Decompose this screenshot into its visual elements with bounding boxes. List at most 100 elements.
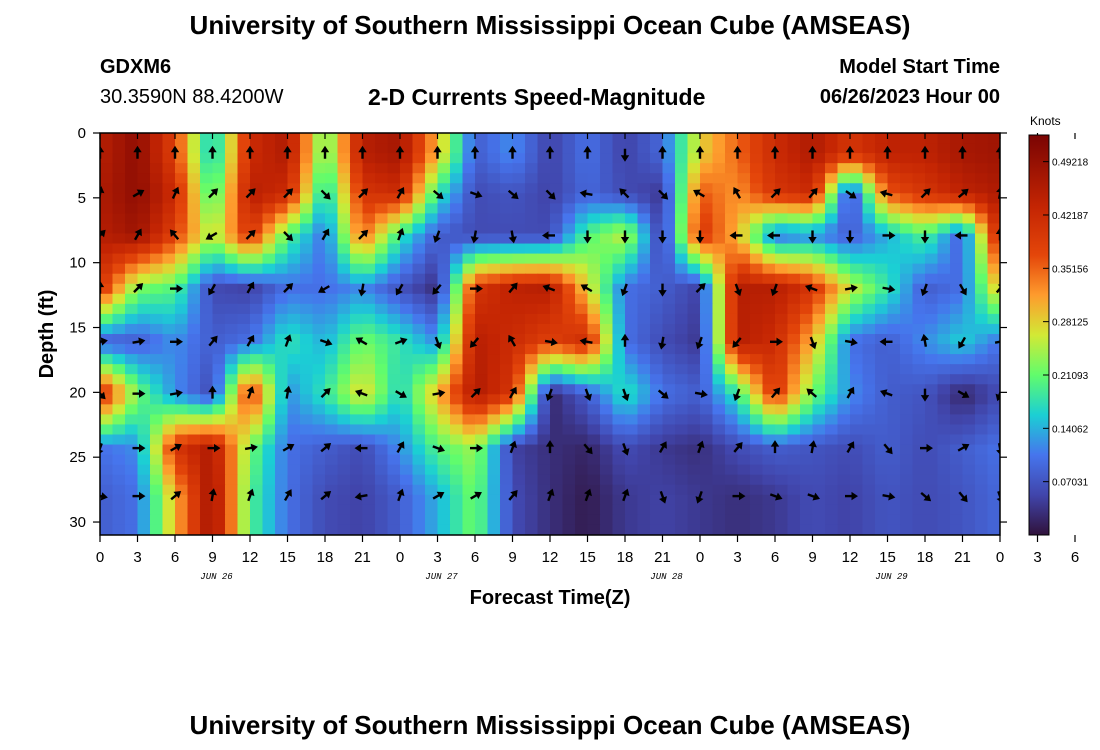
heat-cell <box>112 484 126 496</box>
heat-cell <box>575 414 589 426</box>
current-vector-arrow <box>245 145 255 159</box>
heat-cell <box>388 535 401 546</box>
heat-cell <box>912 133 926 144</box>
heat-cell <box>112 354 126 365</box>
heat-cell <box>162 524 176 535</box>
current-vector-arrow <box>320 145 330 159</box>
current-vector-arrow <box>395 145 405 159</box>
heat-cell <box>812 514 826 526</box>
heat-cell <box>762 494 776 506</box>
heat-cell <box>550 424 564 436</box>
heat-cell <box>425 364 439 375</box>
heat-cell <box>137 323 151 335</box>
heat-cell <box>862 524 876 535</box>
heat-cell <box>675 344 689 355</box>
heat-cell <box>375 484 389 496</box>
heat-cell <box>287 263 301 275</box>
heat-cell <box>100 133 114 144</box>
heat-cell <box>362 444 376 456</box>
heat-cell <box>950 203 964 214</box>
colorbar-unit: Knots <box>1030 114 1061 128</box>
heat-cell <box>712 364 726 375</box>
heat-cell <box>725 444 739 456</box>
heat-cell <box>512 263 526 275</box>
heat-cell <box>712 514 726 526</box>
heat-cell <box>300 243 314 255</box>
heat-cell <box>575 424 589 436</box>
heat-cell <box>612 223 626 235</box>
heat-cell <box>875 263 889 275</box>
heat-cell <box>387 133 401 144</box>
heat-cell <box>775 404 789 415</box>
current-vector-arrow <box>994 340 1000 344</box>
heat-cell <box>175 384 189 395</box>
heat-cell <box>275 414 289 426</box>
heat-cell <box>250 293 264 305</box>
heat-cell <box>175 263 189 275</box>
heat-cell <box>775 535 788 546</box>
heat-cell <box>875 424 889 436</box>
heat-cell <box>337 484 351 496</box>
heat-cell <box>962 414 976 426</box>
heat-cell <box>725 354 739 365</box>
heat-cell <box>800 504 814 516</box>
current-vector-arrow <box>729 231 743 240</box>
heat-cell <box>550 514 564 526</box>
heat-cell <box>475 494 489 506</box>
heat-cell <box>262 384 276 395</box>
heat-cell <box>337 153 351 164</box>
heat-cell <box>612 263 626 275</box>
heat-cell <box>800 233 814 245</box>
heat-cell <box>350 354 364 365</box>
heat-cell <box>850 404 864 415</box>
heat-cell <box>412 374 426 385</box>
heat-cell <box>162 474 176 486</box>
heat-cell <box>762 364 776 375</box>
heat-cell <box>450 203 464 214</box>
heat-cell <box>200 203 214 214</box>
heat-cell <box>625 223 639 235</box>
heat-cell <box>375 193 389 204</box>
arrow-head <box>660 391 669 399</box>
heat-cell <box>412 494 426 506</box>
heat-cell <box>712 223 726 235</box>
heat-cell <box>787 173 801 184</box>
heat-cell <box>463 535 476 546</box>
heat-cell <box>450 474 464 486</box>
heat-cell <box>150 213 164 225</box>
heat-cell <box>112 213 126 225</box>
heat-cell <box>300 384 314 395</box>
heat-cell <box>150 133 164 144</box>
x-tick-label: 21 <box>654 549 671 566</box>
heat-cell <box>937 424 951 436</box>
current-vector-arrow <box>470 387 481 399</box>
heat-cell <box>787 354 801 365</box>
heat-cell <box>862 434 876 446</box>
heat-cell <box>325 133 339 144</box>
heat-cell <box>900 283 914 295</box>
heat-cell <box>612 253 626 265</box>
heat-cell <box>812 183 826 194</box>
heat-cell <box>550 384 564 395</box>
arrow-head <box>510 191 519 200</box>
current-vector-arrow <box>395 390 407 399</box>
heat-cell <box>887 344 901 355</box>
heat-cell <box>362 293 376 305</box>
heat-cell <box>137 364 151 375</box>
x-tick-label: 6 <box>1071 549 1079 566</box>
heat-cell <box>987 414 1000 426</box>
heat-cell <box>587 213 601 225</box>
heat-cell <box>900 374 914 385</box>
heat-cell <box>250 524 264 535</box>
heat-cell <box>637 213 651 225</box>
current-vector-arrow <box>545 145 555 159</box>
heat-cell <box>125 384 139 395</box>
heat-cell <box>650 444 664 456</box>
heat-cell <box>563 535 576 546</box>
heat-cell <box>612 474 626 486</box>
current-vector-arrow <box>320 387 331 399</box>
heat-cell <box>162 404 176 415</box>
heat-cell <box>687 364 701 375</box>
heat-cell <box>600 253 614 265</box>
heat-cell <box>987 404 1000 415</box>
